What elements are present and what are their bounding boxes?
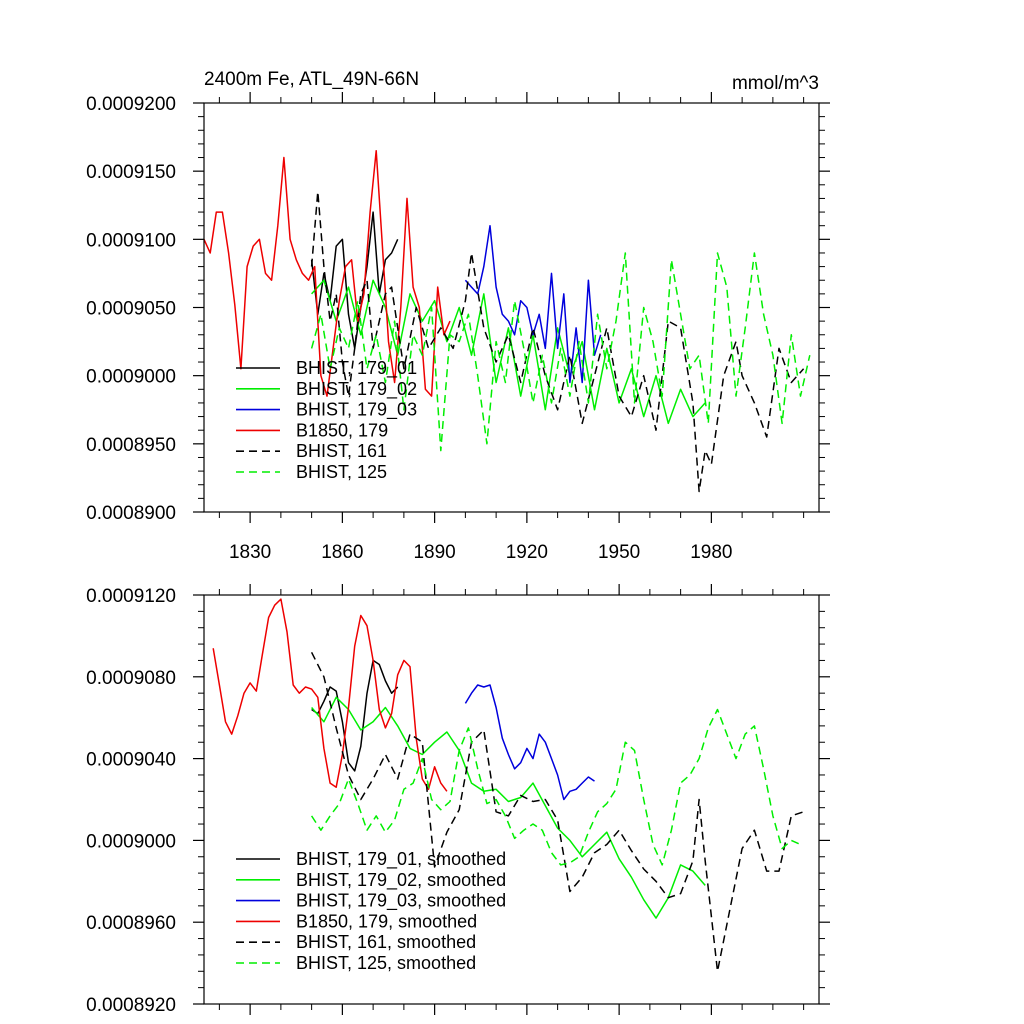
y-tick-label: 0.0009080 <box>86 668 176 689</box>
legend-label: BHIST, 125, smoothed <box>296 953 476 973</box>
y-tick-label: 0.0009000 <box>86 367 176 388</box>
series-line <box>464 684 595 801</box>
legend-label: BHIST, 179_03, smoothed <box>296 891 506 912</box>
series-line <box>310 252 811 452</box>
y-tick-label: 0.0009050 <box>86 299 176 320</box>
series-line <box>311 696 706 919</box>
series-line <box>311 279 706 425</box>
series-line <box>212 598 448 792</box>
x-tick-label: 1860 <box>321 542 363 563</box>
x-tick-label: 1830 <box>229 542 271 563</box>
series-line <box>310 708 801 866</box>
y-tick-label: 0.0008900 <box>86 503 176 524</box>
y-tick-label: 0.0009000 <box>86 831 176 852</box>
y-tick-label: 0.0009040 <box>86 750 176 771</box>
legend-label: BHIST, 179_03 <box>296 400 417 421</box>
series-line <box>310 651 804 973</box>
legend-label: B1850, 179, smoothed <box>296 911 477 931</box>
panel-bottom: 0.0008920 0.0008960 0.0009000 0.0009040 0.00… <box>86 584 830 1016</box>
legend-label: BHIST, 179_02 <box>296 379 417 400</box>
x-tick-label: 1890 <box>413 542 455 563</box>
series-line <box>203 149 451 397</box>
legend-label: BHIST, 179_02, smoothed <box>296 870 506 891</box>
legend-label: BHIST, 161, smoothed <box>296 932 476 952</box>
plot-frame <box>203 594 820 1005</box>
units-label: mmol/m^3 <box>732 73 819 94</box>
legend-label: BHIST, 161 <box>296 441 387 461</box>
legend-label: B1850, 179 <box>296 420 388 440</box>
legend-label: BHIST, 179_01, smoothed <box>296 849 506 870</box>
y-tick-label: 0.0008950 <box>86 435 176 456</box>
x-tick-label: 1950 <box>598 542 640 563</box>
series-line <box>311 659 399 772</box>
legend-label: BHIST, 125 <box>296 462 387 482</box>
y-tick-label: 0.0009100 <box>86 230 176 251</box>
x-tick-label: 1980 <box>690 542 732 563</box>
y-tick-label: 0.0009120 <box>86 586 176 607</box>
x-tick-label: 1920 <box>506 542 548 563</box>
y-tick-label: 0.0008960 <box>86 913 176 934</box>
chart-title: 2400m Fe, ATL_49N-66N <box>204 69 419 90</box>
y-tick-label: 0.0008920 <box>86 995 176 1016</box>
y-tick-label: 0.0009150 <box>86 162 176 183</box>
panel-top: 1830 1860 1890 1920 1950 1980 0.0008900 0.00089… <box>86 69 830 563</box>
series-line <box>310 190 805 493</box>
legend-label: BHIST, 179_01 <box>296 358 417 379</box>
y-tick-label: 0.0009200 <box>86 94 176 115</box>
